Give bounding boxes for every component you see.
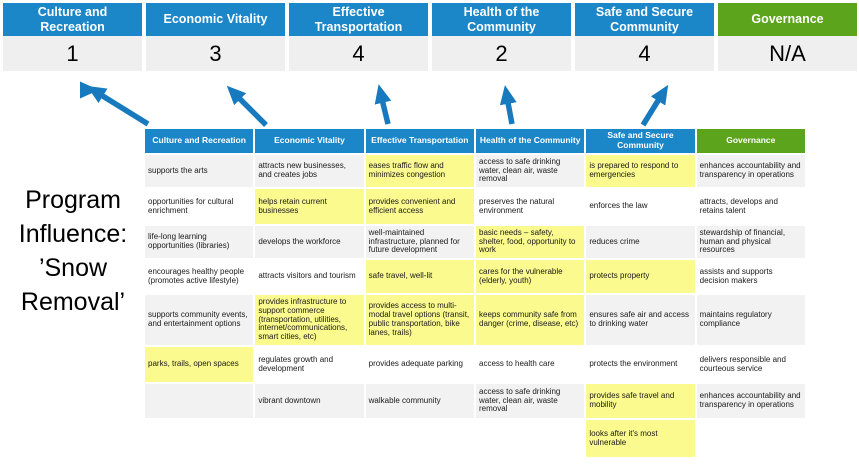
- table-cell: eases traffic flow and minimizes congest…: [365, 155, 474, 187]
- table-cell: [365, 420, 474, 457]
- category-header-safe-and-secure-community: Safe and Secure Community: [575, 3, 714, 36]
- table-cell: stewardship of financial, human and phys…: [696, 226, 805, 258]
- category-header-health-of-the-community: Health of the Community: [432, 3, 571, 36]
- table-cell: looks after it's most vulnerable: [586, 420, 695, 457]
- table-header-health-of-the-community: Health of the Community: [476, 129, 585, 153]
- category-header-effective-transportation: Effective Transportation: [289, 3, 428, 36]
- table-cell: supports the arts: [145, 155, 254, 187]
- table-cell: protects the environment: [586, 347, 695, 382]
- category-banner: Culture and Recreation Economic Vitality E…: [3, 3, 857, 36]
- table-cell: basic needs – safety, shelter, food, opp…: [476, 226, 585, 258]
- table-cell: reduces crime: [586, 226, 695, 258]
- category-score-effective-transportation: 4: [289, 36, 428, 71]
- category-header-economic-vitality: Economic Vitality: [146, 3, 285, 36]
- table-cell: access to safe drinking water, clean air…: [476, 155, 585, 187]
- table-cell: attracts new businesses, and creates job…: [255, 155, 364, 187]
- program-title-line: ’Snow: [38, 254, 108, 282]
- table-header-safe-and-secure-community: Safe and Secure Community: [586, 129, 695, 153]
- table-cell: enforces the law: [586, 189, 695, 224]
- table-cell: opportunities for cultural enrichment: [145, 189, 254, 224]
- program-title-line: Influence:: [18, 220, 128, 248]
- table-cell: cares for the vulnerable (elderly, youth…: [476, 260, 585, 293]
- influence-arrow: [230, 89, 268, 127]
- program-title-line: Program: [25, 186, 121, 214]
- table-cell: provides adequate parking: [365, 347, 474, 382]
- table-cell: [145, 420, 254, 457]
- table-cell: access to safe drinking water, clean air…: [476, 384, 585, 418]
- table-cell: develops the workforce: [255, 226, 364, 258]
- table-cell: encourages healthy people (promotes acti…: [145, 260, 254, 293]
- table-cell: walkable community: [365, 384, 474, 418]
- category-score-culture-and-recreation: 1: [3, 36, 142, 71]
- table-cell: provides safe travel and mobility: [586, 384, 695, 418]
- score-row: 1 3 4 2 4 N/A: [3, 36, 857, 71]
- table-header-economic-vitality: Economic Vitality: [255, 129, 364, 153]
- table-cell: attracts, develops and retains talent: [696, 189, 805, 224]
- category-score-safe-and-secure-community: 4: [575, 36, 714, 71]
- table-cell: regulates growth and development: [255, 347, 364, 382]
- influence-arrow: [503, 91, 515, 125]
- table-cell: provides convenient and efficient access: [365, 189, 474, 224]
- table-cell: preserves the natural environment: [476, 189, 585, 224]
- table-cell: [255, 420, 364, 457]
- influence-arrow: [377, 90, 391, 125]
- table-cell: provides infrastructure to support comme…: [255, 295, 364, 345]
- category-score-economic-vitality: 3: [146, 36, 285, 71]
- influence-arrow: [640, 89, 667, 127]
- table-cell: [696, 420, 805, 457]
- category-header-culture-and-recreation: Culture and Recreation: [3, 3, 142, 36]
- table-cell: safe travel, well-lit: [365, 260, 474, 293]
- table-cell: well-maintained infrastructure, planned …: [365, 226, 474, 258]
- table-cell: access to health care: [476, 347, 585, 382]
- influence-arrow: [91, 87, 150, 127]
- table-cell: enhances accountability and transparency…: [696, 155, 805, 187]
- program-title-line: Removal’: [20, 288, 126, 316]
- table-cell: assists and supports decision makers: [696, 260, 805, 293]
- table-cell: is prepared to respond to emergencies: [586, 155, 695, 187]
- table-cell: maintains regulatory compliance: [696, 295, 805, 345]
- table-cell: delivers responsible and courteous servi…: [696, 347, 805, 382]
- table-cell: supports community events, and entertain…: [145, 295, 254, 345]
- table-cell: attracts visitors and tourism: [255, 260, 364, 293]
- category-score-governance: N/A: [718, 36, 857, 71]
- table-cell: helps retain current businesses: [255, 189, 364, 224]
- category-score-health-of-the-community: 2: [432, 36, 571, 71]
- table-cell: [145, 384, 254, 418]
- program-title: Program Influence: ’Snow Removal’: [0, 183, 146, 319]
- category-header-governance: Governance: [718, 3, 857, 36]
- table-cell: parks, trails, open spaces: [145, 347, 254, 382]
- table-cell: ensures safe air and access to drinking …: [586, 295, 695, 345]
- table-cell: life-long learning opportunities (librar…: [145, 226, 254, 258]
- table-cell: provides access to multi-modal travel op…: [365, 295, 474, 345]
- table-header-culture-and-recreation: Culture and Recreation: [145, 129, 254, 153]
- table-cell: [476, 420, 585, 457]
- table-cell: protects property: [586, 260, 695, 293]
- table-cell: enhances accountability and transparency…: [696, 384, 805, 418]
- table-cell: vibrant downtown: [255, 384, 364, 418]
- table-header-governance: Governance: [696, 129, 805, 153]
- influence-matrix-table: Culture and Recreation Economic Vitality E…: [145, 129, 805, 457]
- table-cell: keeps community safe from danger (crime,…: [476, 295, 585, 345]
- table-header-effective-transportation: Effective Transportation: [365, 129, 474, 153]
